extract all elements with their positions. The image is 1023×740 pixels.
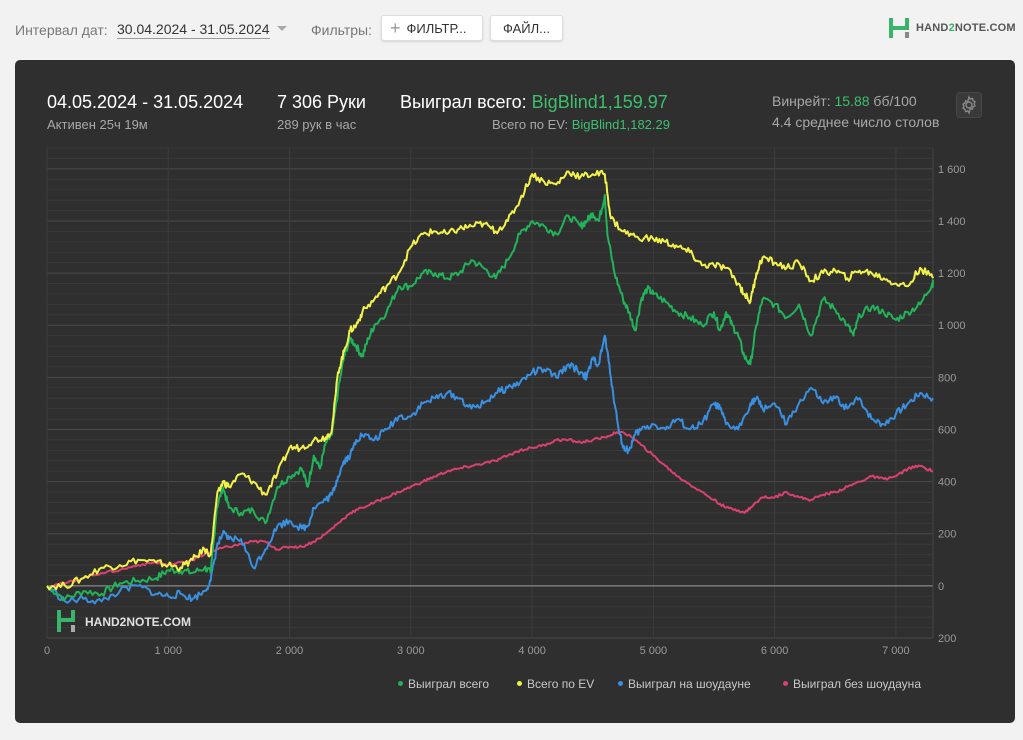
series-line-1 (46, 169, 934, 591)
chart-watermark: HAND2NOTE.COM (57, 610, 191, 632)
y-tick-label: 800 (938, 372, 956, 384)
y-tick-label: 200 (938, 529, 956, 541)
x-tick-label: 4 000 (518, 645, 546, 657)
y-tick-label: 1 600 (938, 164, 966, 176)
ev-total-label: Всего по EV: (492, 117, 569, 132)
logo-text: HAND2NOTE.COM (916, 22, 1016, 34)
y-tick-label: 400 (938, 477, 956, 489)
active-time: Активен 25ч 19м (47, 117, 148, 132)
legend-non-showdown[interactable]: Выиграл без шоудауна (783, 677, 921, 691)
series-line-0 (46, 193, 934, 602)
series-line-3 (46, 430, 934, 588)
stats-panel: 04.05.2024 - 31.05.2024 Активен 25ч 19м … (15, 60, 1015, 723)
ev-total-value: BigBlind1,182.29 (571, 117, 670, 132)
hand2note-logo-icon (889, 18, 909, 38)
chart-grid (46, 147, 934, 639)
y-tick-label: 1 000 (938, 320, 966, 332)
chevron-down-icon[interactable] (277, 26, 287, 31)
gear-icon (962, 95, 976, 115)
legend-won-total[interactable]: Выиграл всего (398, 677, 489, 691)
filters-label: Фильтры: (311, 22, 372, 38)
x-axis-ticks: 0 1 000 2 000 3 000 4 000 5 000 6 000 7 000 (44, 645, 910, 657)
y-tick-label: 200 (938, 633, 956, 645)
x-tick-label: 2 000 (276, 645, 304, 657)
plus-icon: + (390, 18, 401, 38)
date-interval-label: Интервал дат: (15, 22, 108, 38)
winrate: Винрейт: 15.88 бб/100 (772, 93, 917, 109)
file-button[interactable]: ФАЙЛ... (490, 15, 563, 41)
filter-button-label: ФИЛЬТР... (406, 20, 467, 36)
settings-button[interactable] (956, 92, 982, 118)
x-tick-label: 6 000 (761, 645, 789, 657)
won-total: Выиграл всего: BigBlind1,159.97 (400, 92, 668, 113)
ev-total: Всего по EV: BigBlind1,182.29 (492, 117, 670, 132)
y-tick-label: 1 200 (938, 268, 966, 280)
x-tick-label: 7 000 (882, 645, 910, 657)
won-total-value: BigBlind1,159.97 (531, 92, 668, 112)
legend-showdown[interactable]: Выиграл на шоудауне (618, 677, 751, 691)
file-button-label: ФАЙЛ... (503, 20, 550, 36)
filter-button[interactable]: + ФИЛЬТР... (381, 15, 483, 41)
watermark-text: HAND2NOTE.COM (85, 615, 191, 629)
y-tick-label: 0 (938, 581, 944, 593)
x-tick-label: 1 000 (155, 645, 183, 657)
winrate-label: Винрейт: (772, 93, 831, 109)
series-line-2 (46, 334, 934, 605)
hand2note-logo: HAND2NOTE.COM (888, 17, 1016, 39)
summary-date-range: 04.05.2024 - 31.05.2024 (47, 92, 244, 112)
y-axis-ticks: 1 600 1 400 1 200 1 000 800 600 400 200 0 200 (938, 164, 966, 645)
legend-ev-total[interactable]: Всего по EV (517, 677, 594, 691)
won-total-label: Выиграл всего: (400, 92, 527, 112)
winrate-unit: бб/100 (873, 93, 917, 109)
y-tick-label: 1 400 (938, 216, 966, 228)
x-tick-label: 0 (44, 645, 50, 657)
x-tick-label: 3 000 (397, 645, 425, 657)
avg-tables: 4.4 среднее число столов (772, 114, 940, 130)
date-interval-selector[interactable]: 30.04.2024 - 31.05.2024 (117, 21, 270, 39)
y-tick-label: 600 (938, 424, 956, 436)
hands-count: 7 306 Руки (277, 92, 366, 112)
winrate-value: 15.88 (834, 93, 870, 109)
hands-per-hour: 289 рук в час (277, 117, 357, 132)
top-toolbar: Интервал дат: 30.04.2024 - 31.05.2024 Фи… (0, 0, 1023, 58)
x-tick-label: 5 000 (640, 645, 668, 657)
chart-series (46, 169, 934, 605)
